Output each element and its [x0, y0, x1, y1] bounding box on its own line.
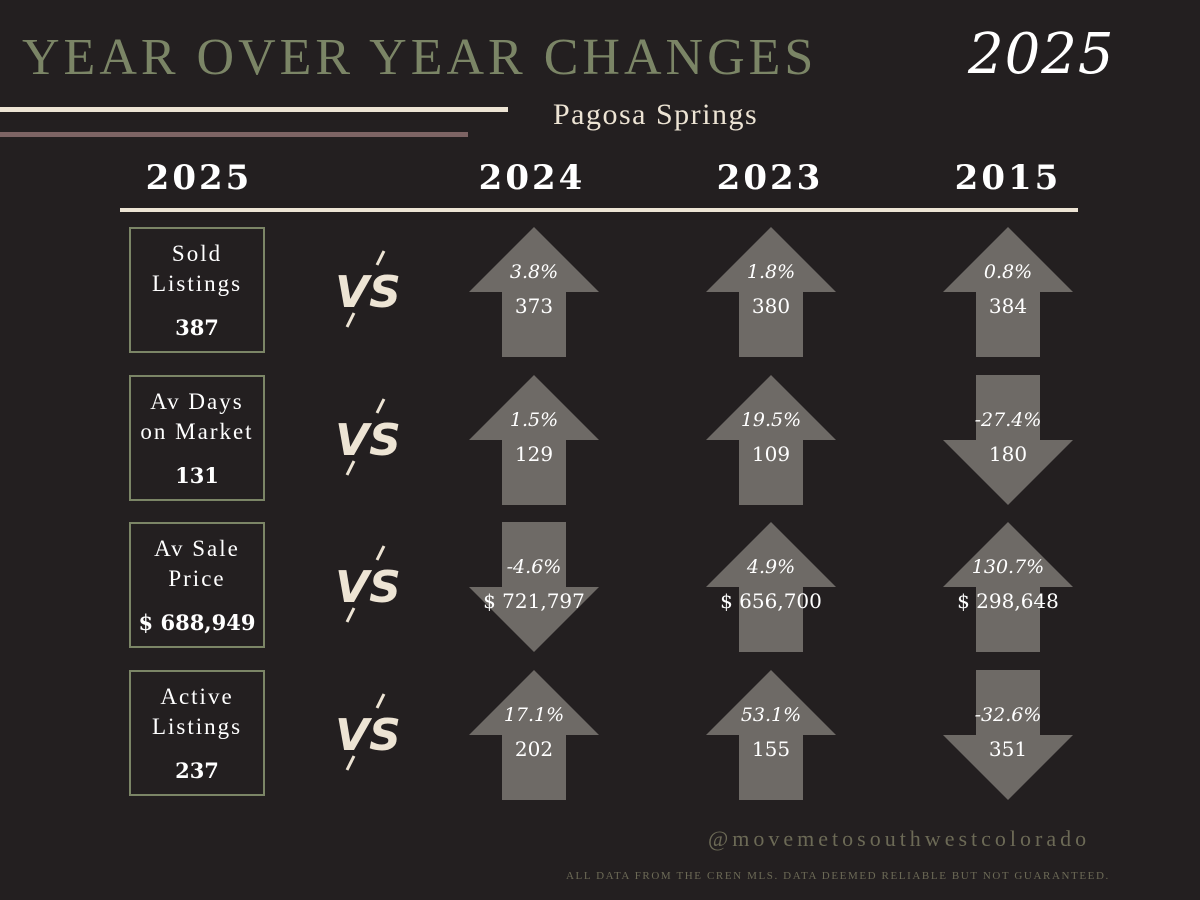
change-cell: -4.6% $ 721,797: [469, 522, 599, 652]
prior-value: 351: [988, 737, 1028, 761]
change-cell: 1.5% 129: [469, 375, 599, 505]
vs-icon: VS: [334, 544, 404, 628]
prior-value: 180: [988, 442, 1028, 466]
decorative-rule-mauve: [0, 132, 468, 137]
column-header-2024: 2024: [478, 158, 586, 198]
prior-value: $ 298,648: [957, 589, 1059, 613]
metric-box: Av Days on Market 131: [129, 375, 265, 501]
prior-value: 380: [751, 294, 791, 318]
column-header-2023: 2023: [716, 158, 824, 198]
metric-label: Active Listings: [151, 684, 243, 739]
metric-value: 237: [175, 758, 219, 783]
column-header-current: 2025: [145, 158, 253, 198]
change-cell: 4.9% $ 656,700: [706, 522, 836, 652]
arrow-up-icon: [943, 522, 1073, 652]
vs-text: VS: [335, 562, 401, 613]
arrow-up-icon: [706, 375, 836, 505]
change-cell: -32.6% 351: [943, 670, 1073, 800]
metric-value: $ 688,949: [138, 610, 256, 635]
column-header-2015: 2015: [954, 158, 1062, 198]
change-cell: 17.1% 202: [469, 670, 599, 800]
percent-change: 130.7%: [971, 556, 1045, 578]
metric-box: Active Listings 237: [129, 670, 265, 796]
arrow-up-icon: [469, 375, 599, 505]
arrow-down-icon: [943, 375, 1073, 505]
change-cell: 53.1% 155: [706, 670, 836, 800]
percent-change: 3.8%: [509, 261, 559, 283]
disclaimer-text: ALL DATA FROM THE CREN MLS. DATA DEEMED …: [566, 870, 1110, 882]
arrow-up-icon: [469, 227, 599, 357]
change-cell: 130.7% $ 298,648: [943, 522, 1073, 652]
percent-change: -32.6%: [974, 704, 1042, 726]
prior-value: 109: [751, 442, 791, 466]
arrow-up-icon: [469, 670, 599, 800]
arrow-up-icon: [706, 670, 836, 800]
metric-value: 131: [175, 463, 219, 488]
vs-icon: VS: [334, 692, 404, 776]
prior-value: $ 656,700: [720, 589, 822, 613]
page-title: YEAR OVER YEAR CHANGES: [22, 29, 818, 86]
percent-change: 53.1%: [740, 704, 802, 726]
vs-icon: VS: [334, 397, 404, 481]
change-cell: 19.5% 109: [706, 375, 836, 505]
metric-box: Av Sale Price $ 688,949: [129, 522, 265, 648]
vs-text: VS: [335, 415, 401, 466]
prior-value: 384: [988, 294, 1028, 318]
percent-change: 17.1%: [503, 704, 565, 726]
percent-change: 4.9%: [746, 556, 796, 578]
arrow-down-icon: [943, 670, 1073, 800]
metric-label: Av Sale Price: [154, 536, 240, 591]
percent-change: 1.8%: [746, 261, 796, 283]
prior-value: 129: [514, 442, 554, 466]
arrow-up-icon: [943, 227, 1073, 357]
percent-change: -4.6%: [506, 556, 562, 578]
vs-icon: VS: [334, 249, 404, 333]
change-cell: 3.8% 373: [469, 227, 599, 357]
metric-label: Sold Listings: [151, 241, 243, 296]
percent-change: 19.5%: [740, 409, 802, 431]
percent-change: 1.5%: [509, 409, 559, 431]
percent-change: -27.4%: [974, 409, 1042, 431]
social-handle: @movemetosouthwestcolorado: [708, 826, 1091, 851]
prior-value: 155: [751, 737, 791, 761]
arrow-up-icon: [706, 522, 836, 652]
metric-value: 387: [175, 315, 219, 340]
change-cell: -27.4% 180: [943, 375, 1073, 505]
arrow-up-icon: [706, 227, 836, 357]
vs-text: VS: [335, 267, 401, 318]
prior-value: $ 721,797: [483, 589, 585, 613]
prior-value: 202: [514, 737, 554, 761]
change-cell: 1.8% 380: [706, 227, 836, 357]
percent-change: 0.8%: [983, 261, 1033, 283]
location-subtitle: Pagosa Springs: [553, 98, 759, 131]
decorative-rule-cream: [0, 107, 508, 112]
change-cell: 0.8% 384: [943, 227, 1073, 357]
arrow-down-icon: [469, 522, 599, 652]
metric-label: Av Days on Market: [140, 389, 254, 444]
year-heading: 2025: [968, 22, 1115, 87]
vs-text: VS: [335, 710, 401, 761]
metric-box: Sold Listings 387: [129, 227, 265, 353]
prior-value: 373: [514, 294, 554, 318]
header-divider: [120, 208, 1078, 212]
